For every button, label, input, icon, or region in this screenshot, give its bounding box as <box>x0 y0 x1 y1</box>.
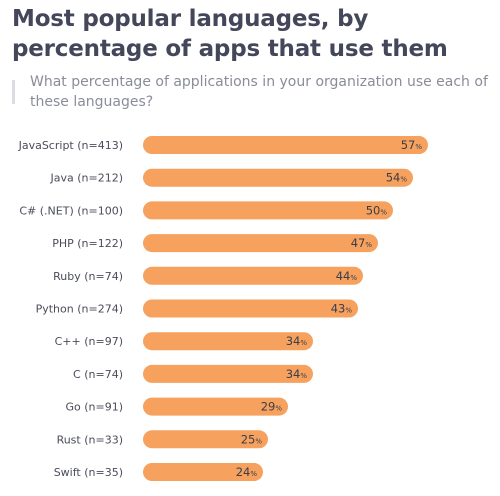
value-label: 43% <box>331 302 353 316</box>
value-label: 29% <box>261 400 283 414</box>
subtitle-accent-bar <box>12 80 15 104</box>
value-label: 34% <box>286 367 308 381</box>
bar <box>143 168 413 187</box>
bar <box>143 397 288 416</box>
category-label: Go (n=91) <box>65 401 123 414</box>
value-label: 24% <box>236 465 258 479</box>
bar <box>143 430 268 449</box>
category-label: Python (n=274) <box>36 303 123 316</box>
value-label: 34% <box>286 334 308 348</box>
bar <box>143 332 313 351</box>
category-label: Ruby (n=74) <box>53 270 123 283</box>
category-label: C (n=74) <box>73 368 123 381</box>
category-label: PHP (n=122) <box>52 237 123 250</box>
bar <box>143 463 263 481</box>
value-label: 25% <box>241 432 263 446</box>
bar <box>143 299 358 318</box>
value-label: 57% <box>401 138 423 152</box>
value-label: 54% <box>386 171 408 185</box>
value-label: 44% <box>336 269 358 283</box>
category-label: Java (n=212) <box>50 172 124 185</box>
bar <box>143 136 428 154</box>
bar <box>143 364 313 383</box>
chart-subtitle: What percentage of applications in your … <box>30 74 488 110</box>
category-label: C++ (n=97) <box>55 335 123 348</box>
bar <box>143 234 378 253</box>
chart-title: Most popular languages, by percentage of… <box>12 6 448 62</box>
bar <box>143 201 393 220</box>
category-label: C# (.NET) (n=100) <box>19 204 123 217</box>
category-label: JavaScript (n=413) <box>18 139 123 152</box>
value-label: 47% <box>351 236 373 250</box>
bar <box>143 266 363 285</box>
category-label: Swift (n=35) <box>54 466 123 479</box>
category-label: Rust (n=33) <box>57 433 123 446</box>
bars-layer: JavaScript (n=413) 57% Java (n=212) 54% C# (… <box>18 136 428 481</box>
value-label: 50% <box>366 203 388 217</box>
